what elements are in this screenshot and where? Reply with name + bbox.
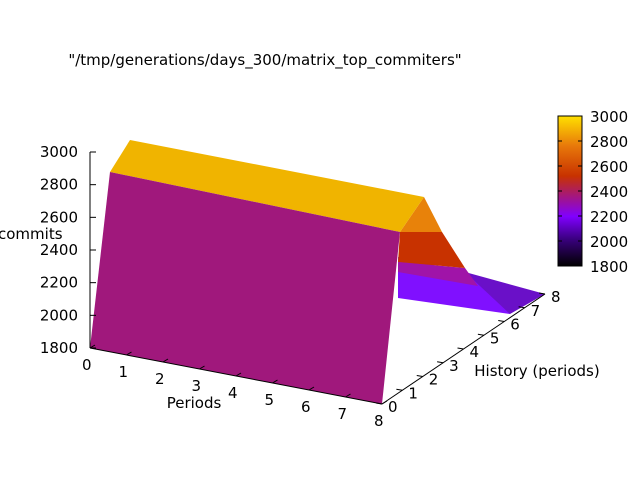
x-tick-mark: [345, 393, 351, 398]
colorbar-tick-label: 2800: [590, 133, 628, 151]
surface-front-face: [90, 172, 400, 404]
colorbar-tick-label: 3000: [590, 108, 628, 126]
x-tick-label: 2: [155, 370, 165, 388]
y-tick-mark: [437, 361, 444, 364]
y-tick-label: 0: [388, 398, 398, 416]
z-tick-label: 3000: [40, 143, 78, 161]
surface-floor-magenta: [398, 262, 478, 286]
y-tick-mark: [375, 402, 383, 405]
x-tick-mark: [272, 379, 278, 384]
z-ticks: 1800 2000 2200 2400 2600 2800 3000: [40, 143, 96, 357]
y-tick-mark: [518, 306, 525, 309]
y-axis-label: History (periods): [474, 362, 599, 380]
y-tick-mark: [477, 333, 484, 336]
y-tick-mark: [457, 347, 464, 350]
x-tick-label: 1: [119, 363, 129, 381]
y-tick-label: 4: [470, 343, 480, 361]
colorbar-tick-label: 2600: [590, 158, 628, 176]
y-tick-label: 8: [551, 288, 561, 306]
x-tick-mark: [126, 351, 132, 356]
y-tick-label: 7: [531, 302, 541, 320]
surface-floor-back: [465, 272, 545, 314]
colorbar-tick-label: 2400: [590, 183, 628, 201]
y-tick-label: 1: [408, 384, 418, 402]
x-tick-label: 7: [338, 405, 348, 423]
y-tick-mark: [538, 292, 546, 295]
z-tick-label: 2000: [40, 306, 78, 324]
surface-slope-red: [398, 232, 465, 268]
z-tick-label: 2200: [40, 274, 78, 292]
x-tick-label: 6: [301, 398, 311, 416]
z-tick-label: 2800: [40, 176, 78, 194]
y-tick-label: 6: [510, 316, 520, 334]
surface-top-band: [110, 140, 424, 232]
x-tick-mark: [89, 344, 96, 349]
surface-slope-orange: [400, 197, 442, 232]
x-tick-mark: [308, 386, 315, 391]
chart-title: "/tmp/generations/days_300/matrix_top_co…: [68, 51, 461, 70]
z-axis-label: commits: [0, 225, 63, 243]
y-tick-mark: [498, 320, 505, 322]
x-ticks: 0 1 2 3 4 5 6 7 8: [82, 344, 388, 430]
x-tick-label: 8: [374, 412, 384, 430]
x-tick-label: 5: [265, 391, 275, 409]
z-tick-label: 2400: [40, 241, 78, 259]
z-tick-label: 1800: [40, 339, 78, 357]
x-tick-mark: [199, 365, 205, 370]
x-tick-label: 4: [228, 384, 238, 402]
x-tick-label: 3: [192, 377, 202, 395]
x-tick-label: 0: [82, 356, 92, 374]
y-tick-label: 3: [449, 357, 459, 375]
colorbar-ticks: 1800 2000 2200 2400 2600 2800 3000: [558, 108, 628, 276]
x-tick-mark: [235, 372, 242, 377]
y-tick-label: 2: [429, 371, 439, 389]
x-axis-label: Periods: [167, 394, 222, 412]
y-tick-label: 5: [490, 329, 500, 347]
y-tick-mark: [416, 375, 423, 377]
colorbar-tick-label: 1800: [590, 258, 628, 276]
colorbar-tick-label: 2200: [590, 208, 628, 226]
x-tick-mark: [162, 358, 169, 363]
z-tick-label: 2600: [40, 208, 78, 226]
colorbar-tick-label: 2000: [590, 233, 628, 251]
y-tick-mark: [396, 388, 403, 391]
